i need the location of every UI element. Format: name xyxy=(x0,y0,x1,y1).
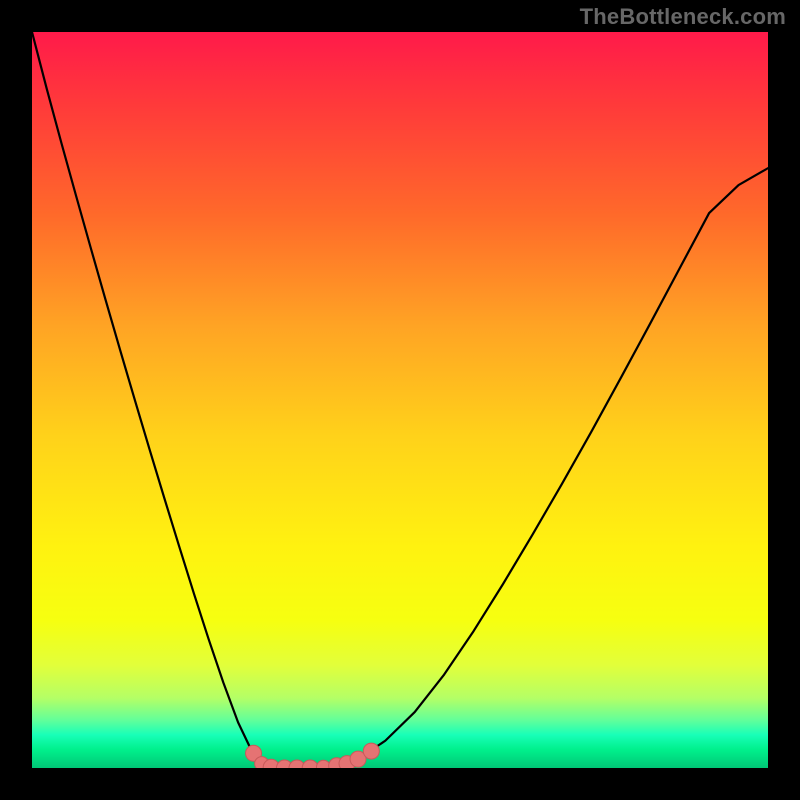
plot-area xyxy=(32,32,768,768)
plot-background xyxy=(32,32,768,768)
attribution-label: TheBottleneck.com xyxy=(580,4,786,30)
chart-svg xyxy=(32,32,768,768)
marker-point xyxy=(363,743,379,759)
